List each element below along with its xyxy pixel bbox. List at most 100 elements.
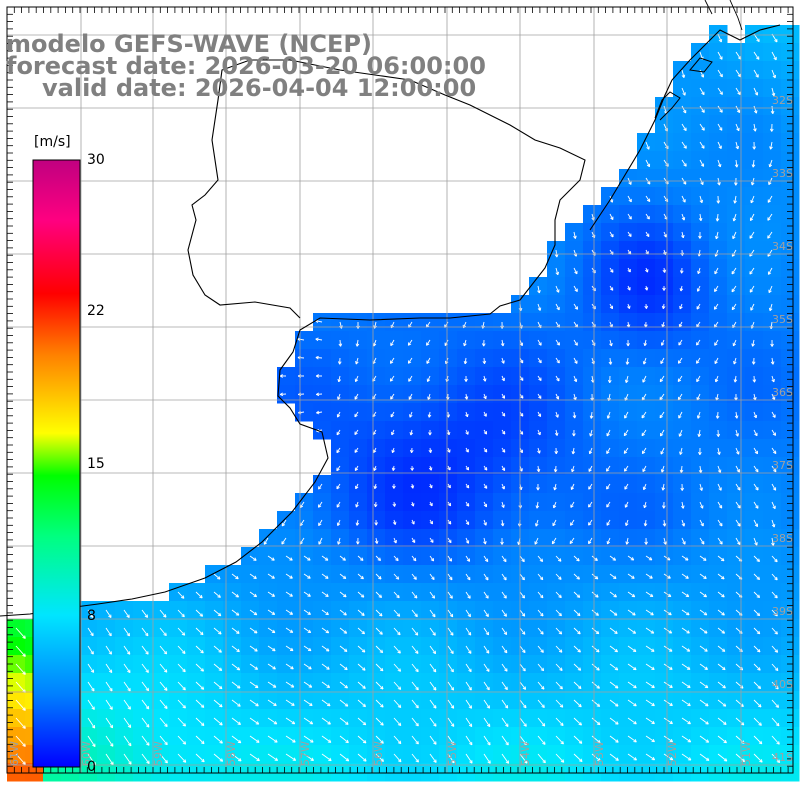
wind-arrow: [447, 501, 452, 507]
wind-cell: [637, 763, 656, 782]
wind-arrow: [752, 375, 757, 383]
wind-arrow: [249, 573, 257, 579]
wind-cell: [781, 367, 800, 386]
wind-arrow: [717, 555, 725, 562]
wind-cell: [781, 475, 800, 494]
wind-arrow: [336, 465, 341, 472]
wind-cell: [331, 763, 350, 782]
wind-arrow: [680, 483, 685, 491]
wind-arrow: [321, 555, 329, 561]
wind-arrow: [698, 447, 702, 456]
wind-arrow: [355, 519, 360, 526]
wind-arrow: [642, 483, 647, 491]
wind-cell: [781, 619, 800, 638]
wind-arrow: [571, 447, 576, 455]
wind-arrow: [753, 573, 761, 581]
wind-arrow: [427, 393, 431, 400]
wind-arrow: [699, 501, 704, 509]
wind-cell: [313, 763, 332, 782]
wind-arrow: [606, 501, 611, 508]
wind-arrow: [336, 519, 341, 526]
wind-cell: [781, 457, 800, 476]
wind-arrow: [555, 303, 560, 311]
wind-arrow: [411, 555, 417, 562]
wind-arrow: [609, 267, 614, 273]
wind-arrow: [769, 141, 773, 150]
wind-arrow: [697, 267, 701, 275]
wind-arrow: [750, 177, 755, 186]
wind-arrow: [267, 555, 275, 561]
longitude-label: 57W: [299, 741, 312, 766]
wind-arrow: [770, 339, 774, 347]
wind-arrow: [463, 357, 468, 365]
wind-arrow: [501, 573, 507, 581]
wind-arrow: [750, 303, 755, 311]
wind-arrow: [591, 609, 599, 616]
wind-arrow: [483, 393, 487, 400]
wind-cell: [781, 115, 800, 134]
wind-arrow: [589, 411, 594, 419]
wind-arrow: [659, 375, 665, 383]
wind-arrow: [554, 429, 559, 436]
wind-arrow: [303, 573, 311, 579]
wind-arrow: [660, 357, 665, 365]
wind-arrow: [717, 159, 722, 168]
wind-arrow: [698, 213, 703, 222]
wind-arrow: [699, 591, 707, 598]
wind-arrow: [735, 537, 741, 545]
wind-arrow: [753, 123, 757, 132]
wind-arrow: [681, 231, 685, 239]
wind-arrow: [642, 357, 647, 365]
wind-arrow: [588, 483, 593, 490]
latitude-label: 36S: [772, 386, 793, 399]
wind-arrow: [573, 555, 580, 562]
wind-arrow: [749, 213, 755, 222]
wind-arrow: [337, 357, 342, 365]
wind-arrow: [626, 339, 630, 347]
wind-arrow: [696, 285, 701, 292]
wind-cell: [547, 763, 566, 782]
wind-arrow: [500, 519, 505, 527]
wind-arrow: [429, 537, 434, 543]
wind-arrow: [735, 105, 741, 114]
wind-arrow: [389, 357, 395, 364]
wind-arrow: [553, 483, 557, 491]
wind-arrow: [316, 410, 323, 415]
wind-arrow: [771, 483, 777, 491]
wind-arrow: [645, 591, 654, 598]
wind-arrow: [645, 159, 651, 168]
wind-arrow: [681, 609, 690, 616]
wind-arrow: [681, 573, 689, 579]
latitude-label: 39S: [772, 605, 793, 618]
wind-arrow: [316, 392, 323, 397]
wind-arrow: [429, 573, 435, 581]
wind-arrow: [267, 573, 275, 579]
wind-arrow: [447, 591, 453, 599]
longitude-label: 52W: [666, 741, 679, 766]
wind-arrow: [390, 393, 395, 400]
wind-arrow: [767, 267, 773, 275]
wind-arrow: [571, 465, 575, 473]
wind-arrow: [552, 501, 557, 509]
wind-arrow: [735, 465, 740, 473]
wind-arrow: [534, 537, 539, 545]
wind-arrow: [733, 375, 738, 383]
wind-arrow: [357, 591, 365, 598]
wind-arrow: [393, 609, 401, 617]
wind-arrow: [465, 501, 470, 507]
wind-arrow: [770, 357, 775, 365]
wind-arrow: [717, 177, 721, 186]
wind-arrow: [771, 591, 778, 599]
wind-arrow: [625, 537, 629, 545]
wind-arrow: [123, 609, 130, 618]
wind-cell: [781, 745, 800, 764]
wind-arrow: [678, 339, 683, 346]
wind-cell: [781, 493, 800, 512]
wind-arrow: [519, 393, 524, 399]
wind-arrow: [663, 231, 667, 238]
wind-arrow: [573, 285, 578, 292]
wind-arrow: [373, 447, 377, 453]
wind-cell: [529, 763, 548, 782]
wind-arrow: [606, 447, 611, 454]
wind-arrow: [318, 537, 323, 545]
